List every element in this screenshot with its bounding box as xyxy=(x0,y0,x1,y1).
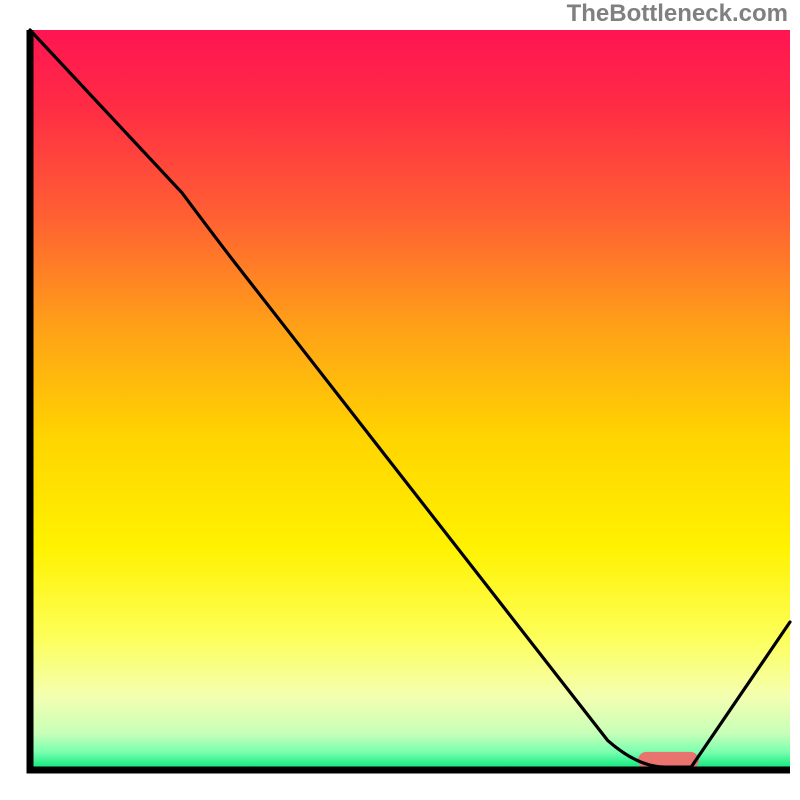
plot-background xyxy=(30,30,790,770)
watermark-text: TheBottleneck.com xyxy=(567,0,788,28)
bottleneck-chart xyxy=(0,0,800,800)
chart-container: TheBottleneck.com xyxy=(0,0,800,800)
